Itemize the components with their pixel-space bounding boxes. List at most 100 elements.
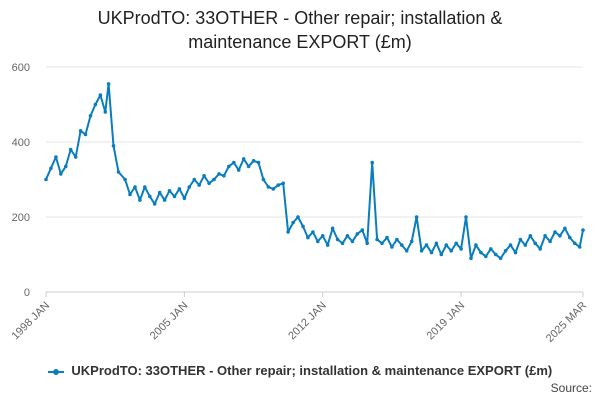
data-point [44,177,48,182]
data-point [266,185,271,189]
data-point [212,177,216,182]
data-point [508,243,513,247]
data-point [459,247,463,251]
data-point [581,228,585,232]
data-point [365,241,370,246]
x-tick-label: 2012 JAN [286,300,329,343]
data-point [241,157,246,161]
data-point [106,82,111,86]
data-point [192,177,197,182]
data-point [577,245,582,249]
data-point [98,93,103,97]
data-point [78,129,83,133]
data-point [157,190,162,195]
data-point [148,194,152,199]
data-point [301,224,305,229]
data-point [454,241,459,246]
data-point [493,252,498,257]
data-point [281,181,286,186]
data-point [469,256,473,261]
data-point [563,226,567,231]
data-point [325,243,330,247]
data-point [64,164,68,169]
data-point [429,250,434,255]
data-point [73,155,78,159]
data-point [138,198,142,202]
data-point [484,254,488,259]
data-point [518,237,523,242]
y-tick-label: 400 [12,137,30,149]
data-point [182,196,187,201]
data-point [306,235,310,240]
data-point [385,235,389,240]
data-point [345,234,350,238]
data-point [286,230,290,234]
data-point [187,185,192,189]
data-point [375,237,379,242]
data-point [355,232,360,236]
x-tick-label: 2005 JAN [148,300,191,343]
data-point [498,256,503,261]
data-point [439,252,444,257]
data-point [340,241,345,246]
data-point [573,241,577,246]
y-tick-label: 600 [12,62,30,74]
data-point [152,202,157,206]
data-point [316,239,320,244]
data-point [276,183,281,187]
data-point [246,164,251,169]
data-point [296,215,300,219]
data-point [370,160,375,165]
x-tick-label: 2019 JAN [425,300,468,343]
data-point [330,226,335,231]
data-point [256,160,261,165]
data-point [568,235,572,240]
data-point [414,215,419,219]
data-point [232,160,236,165]
data-point [479,250,483,255]
data-point [217,172,221,176]
data-point [538,247,542,251]
y-tick-label: 0 [24,287,30,299]
x-tick-label: 1998 JAN [9,300,52,343]
chart-title-line-2: maintenance EXPORT (£m) [188,32,412,52]
data-point [543,234,547,238]
data-point [548,239,552,244]
data-point [503,249,508,253]
data-point [528,234,533,238]
data-point [83,132,88,137]
data-point [177,187,182,191]
data-point [474,243,478,247]
legend-series-marker [47,368,64,375]
chart-legend[interactable]: UKProdTO: 33OTHER - Other repair; instal… [0,363,600,378]
data-point [320,234,325,238]
data-point [54,155,58,159]
data-point [133,185,137,189]
data-point [424,243,429,247]
data-point [291,220,295,225]
source-label: Source: [550,381,592,395]
data-point [335,237,340,242]
data-point [553,230,557,234]
data-point [111,144,116,148]
data-point [143,185,147,189]
data-point [222,174,226,178]
data-point [444,243,449,247]
data-point [419,249,424,253]
data-point [59,172,63,176]
data-point [88,114,93,118]
data-point [128,192,132,197]
data-point [360,228,365,232]
data-point [261,177,266,182]
data-point [395,237,399,242]
data-point [162,198,167,202]
data-point [227,164,231,169]
data-point [68,147,73,152]
data-point [390,245,394,249]
data-point [400,243,404,247]
data-point [523,243,528,247]
data-point [409,239,414,244]
data-point [251,159,256,163]
x-tick-label: 2025 MAR [544,300,589,345]
